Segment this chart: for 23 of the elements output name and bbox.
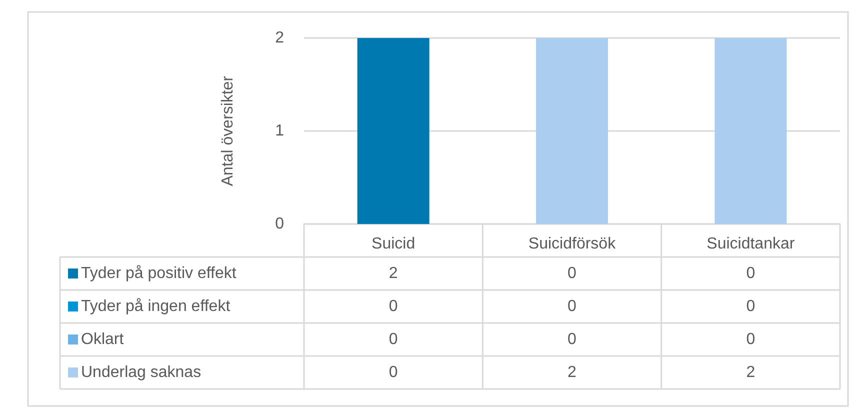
data-label: 0 xyxy=(568,331,577,348)
data-label: 0 xyxy=(388,364,398,381)
legend-label: Oklart xyxy=(81,331,124,348)
data-label: 2 xyxy=(568,364,577,381)
y-tick-label: 1 xyxy=(275,122,284,140)
data-label: 0 xyxy=(568,265,577,282)
data-label: 2 xyxy=(746,364,756,381)
legend-label: Tyder på positiv effekt xyxy=(81,265,237,282)
data-label: 0 xyxy=(746,265,756,282)
y-tick-label: 0 xyxy=(275,216,284,232)
data-label: 0 xyxy=(568,298,577,315)
x-tick-label: Suicidförsök xyxy=(528,236,617,252)
y-tick-label: 2 xyxy=(275,30,284,46)
data-label: 0 xyxy=(388,298,398,315)
legend-label: Underlag saknas xyxy=(81,364,202,381)
data-label: 0 xyxy=(746,298,756,315)
y-axis-title: Antal översikter xyxy=(220,75,236,186)
legend-label: Tyder på ingen effekt xyxy=(81,298,231,315)
data-label: 0 xyxy=(388,331,398,348)
x-tick-label: Suicid xyxy=(372,236,416,252)
x-tick-label: Suicidtankar xyxy=(706,236,796,252)
data-label: 2 xyxy=(388,265,398,282)
data-label: 0 xyxy=(746,331,756,348)
